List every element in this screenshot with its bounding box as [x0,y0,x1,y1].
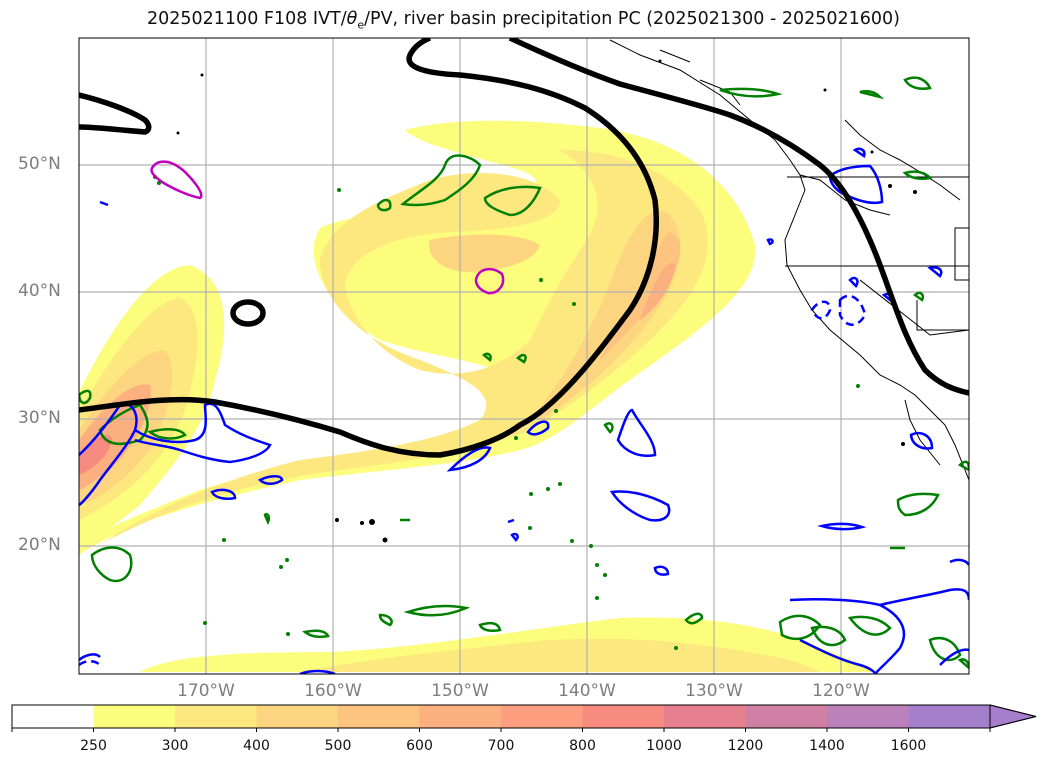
colorbar-swatch [175,705,257,728]
lon-label-150w: 150°W [431,681,489,701]
lon-label-130w: 130°W [685,681,743,701]
colorbar-tick-label: 500 [324,738,352,754]
colorbar-tick-label: 1000 [646,738,682,754]
lat-label-40n: 40°N [18,281,61,301]
colorbar-swatch [582,705,665,728]
graticule [79,38,969,674]
colorbar-tick-label: 1600 [890,738,927,754]
islands [176,59,917,543]
map-frame [78,37,970,675]
colorbar-swatch [745,705,828,728]
colorbar-swatch [827,705,909,728]
colorbar-tick-label: 250 [80,738,107,754]
coastlines [609,39,969,481]
map-title: 2025021100 F108 IVT/θe/PV, river basin p… [0,9,1047,32]
colorbar-swatch [419,705,502,728]
colorbar-swatch [12,705,94,728]
colorbar-ticks [11,728,991,732]
colorbar-tick-label: 300 [161,738,189,754]
colorbar-swatch [664,705,746,728]
theta-e-small-blobs [153,175,860,650]
lon-label-140w: 140°W [558,681,616,701]
title-theta: θ [346,9,358,29]
colorbar-swatch [256,705,339,728]
colorbar-tick-label: 800 [569,738,596,754]
colorbar-tick-label: 1400 [809,738,845,754]
lat-label-30n: 30°N [18,408,61,428]
colorbar-tick-label: 1200 [727,738,764,754]
pv-contours [79,38,969,458]
title-part-1: 2025021100 F108 IVT/ [146,9,347,29]
colorbar-tick-label: 700 [487,738,515,754]
colorbar-swatch [93,705,176,728]
lon-label-160w: 160°W [304,681,362,701]
title-theta-subscript: e [357,18,365,32]
magenta-contours [150,160,505,295]
title-part-2: /PV, river basin precipitation PC (20250… [364,9,901,29]
colorbar-tick-label: 600 [406,738,433,754]
colorbar-extend-arrow [989,704,1037,729]
lat-label-20n: 20°N [18,535,61,555]
colorbar-swatch [338,705,420,728]
colorbar-swatch [908,705,991,728]
theta-e-positive-contours [79,76,969,670]
lon-label-120w: 120°W [812,681,870,701]
lon-label-170w: 170°W [177,681,235,701]
ivt-shading [79,120,880,672]
colorbar-outline [11,704,1037,729]
colorbar-swatches [12,705,991,728]
colorbar-swatch [501,705,583,728]
colorbar-tick-label: 400 [243,738,270,754]
theta-e-negative-dashed [79,294,867,667]
theta-e-negative-contours [79,147,969,674]
lat-label-50n: 50°N [18,154,61,174]
